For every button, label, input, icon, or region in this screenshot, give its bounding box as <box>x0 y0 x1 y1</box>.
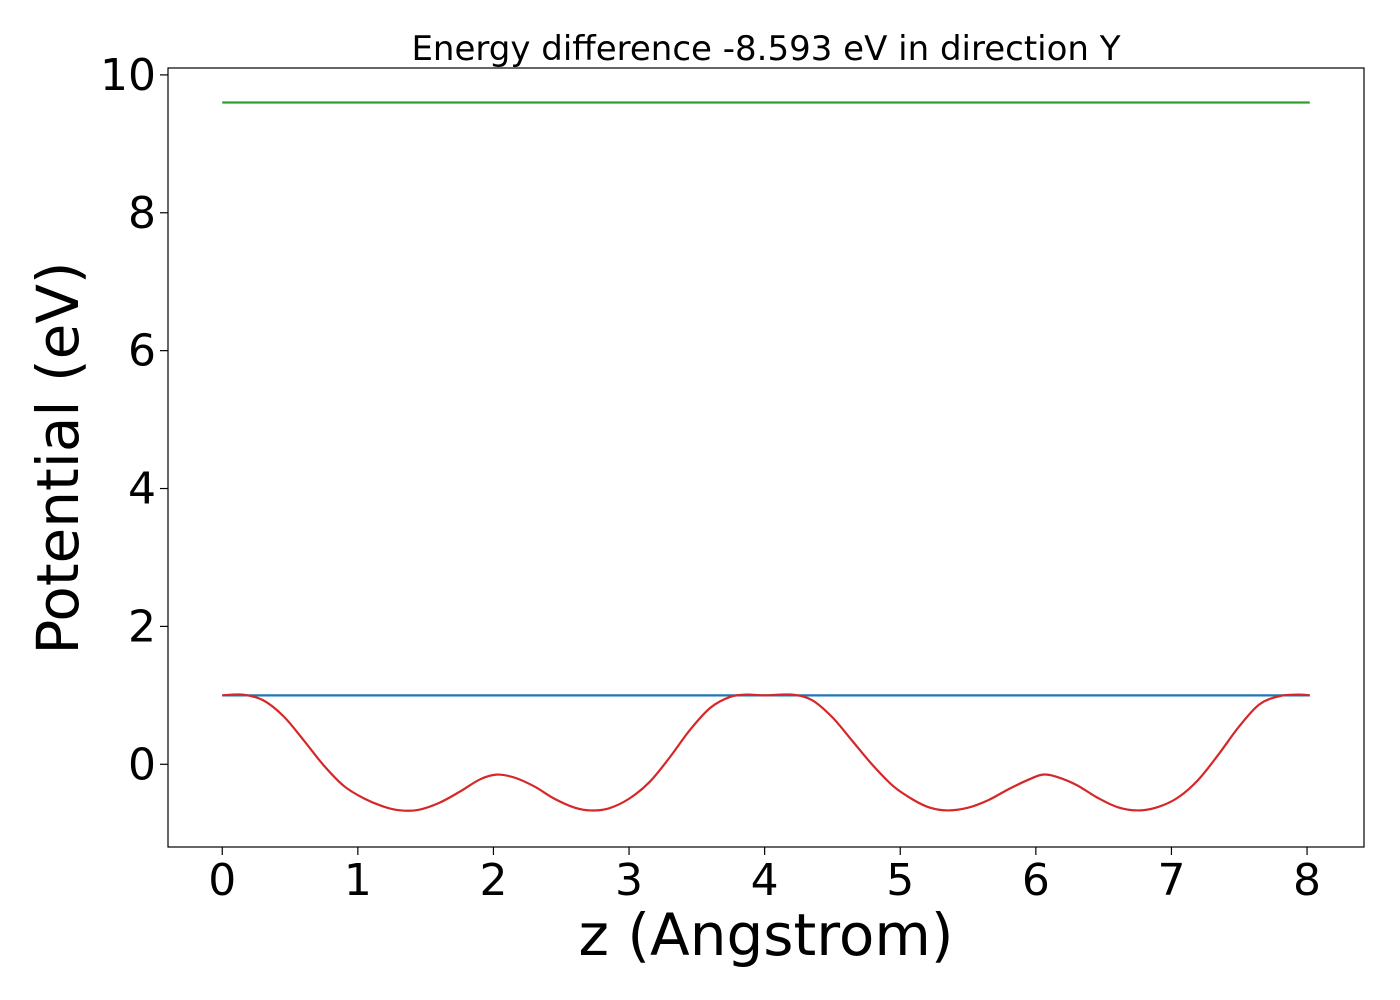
x-tick-label: 0 <box>208 855 236 906</box>
x-tick-label: 6 <box>1022 855 1050 906</box>
y-tick-label: 8 <box>128 188 156 239</box>
plot-frame <box>167 67 1365 848</box>
x-axis-label: z (Angstrom) <box>579 901 954 969</box>
x-tick-label: 8 <box>1293 855 1321 906</box>
chart-title: Energy difference -8.593 eV in direction… <box>411 29 1120 69</box>
y-tick-label: 0 <box>128 739 156 790</box>
y-tick-label: 4 <box>128 464 156 515</box>
y-axis: 0 2 4 6 8 10 <box>100 50 168 790</box>
series-layer <box>222 101 1310 812</box>
y-axis-label: Potential (eV) <box>24 261 92 654</box>
x-tick-label: 4 <box>751 855 779 906</box>
x-tick-label: 1 <box>344 855 372 906</box>
y-tick-label: 6 <box>128 326 156 377</box>
x-tick-label: 7 <box>1157 855 1185 906</box>
y-tick-label: 10 <box>100 50 156 101</box>
x-tick-label: 3 <box>615 855 643 906</box>
x-tick-label: 5 <box>886 855 914 906</box>
series-line-2 <box>222 693 1310 812</box>
x-axis: 0 1 2 3 4 5 6 7 8 <box>208 847 1321 906</box>
y-tick-label: 2 <box>128 601 156 652</box>
x-tick-label: 2 <box>479 855 507 906</box>
